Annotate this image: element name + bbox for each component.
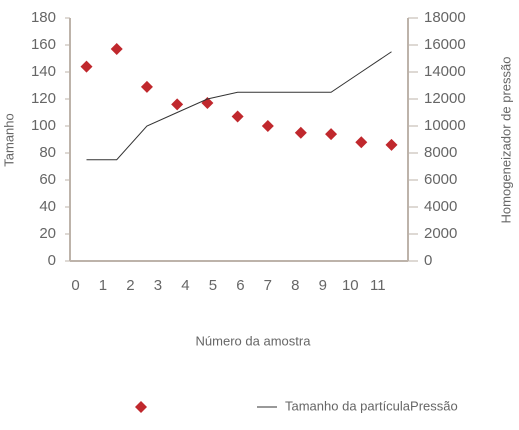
y2-tick-label: 12000 (424, 90, 466, 107)
point (140, 80, 153, 93)
y2-tick-label: 14000 (424, 63, 466, 80)
line (86, 51, 392, 161)
legend-label: Tamanho da partículaPressão (285, 398, 458, 413)
x-tick-label: 9 (319, 277, 327, 294)
y2-tick-label: 0 (424, 252, 432, 269)
y-tick-label: 140 (31, 63, 56, 80)
point (385, 138, 398, 151)
point (110, 43, 123, 56)
y-tick-label: 80 (39, 144, 56, 161)
x-tick-label: 3 (154, 277, 162, 294)
point (261, 120, 274, 132)
x-tick-label: 1 (99, 277, 107, 294)
y2-tick-label: 8000 (424, 144, 457, 161)
x-axis-label: Número da amostra (196, 333, 312, 348)
y2-tick-label: 2000 (424, 225, 457, 242)
y2-tick-label: 10000 (424, 117, 466, 134)
x-tick-label: 5 (209, 277, 217, 294)
x-tick-label: 6 (236, 277, 244, 294)
x-tick-label: 2 (126, 277, 134, 294)
point (80, 60, 93, 73)
x-tick-label: 4 (181, 277, 189, 294)
x-tick-label: 8 (291, 277, 299, 294)
x-tick-label: 0 (71, 277, 79, 294)
x-tick-label: 10 (342, 277, 359, 294)
y2-tick-label: 16000 (424, 36, 466, 53)
y-tick-label: 0 (48, 252, 56, 269)
point (325, 128, 338, 141)
y-tick-label: 180 (31, 9, 56, 26)
point (355, 136, 368, 149)
x-tick-label: 7 (264, 277, 272, 294)
y2-tick-label: 18000 (424, 9, 466, 26)
y2-tick-label: 6000 (424, 171, 457, 188)
y2-tick-label: 4000 (424, 198, 457, 215)
y-tick-label: 40 (39, 198, 56, 215)
point (171, 98, 184, 111)
y-axis-label: Tamanho (1, 113, 16, 166)
point (231, 110, 244, 123)
x-tick-label: 11 (370, 277, 386, 294)
y-tick-label: 100 (31, 117, 56, 134)
y-tick-label: 60 (39, 171, 56, 188)
y-tick-label: 20 (39, 225, 56, 242)
y-tick-label: 160 (31, 36, 56, 53)
legend-marker (135, 401, 147, 413)
y-tick-label: 120 (31, 90, 56, 107)
y2-axis-label: Homogeneizador de pressão (498, 57, 513, 224)
point (294, 126, 307, 139)
